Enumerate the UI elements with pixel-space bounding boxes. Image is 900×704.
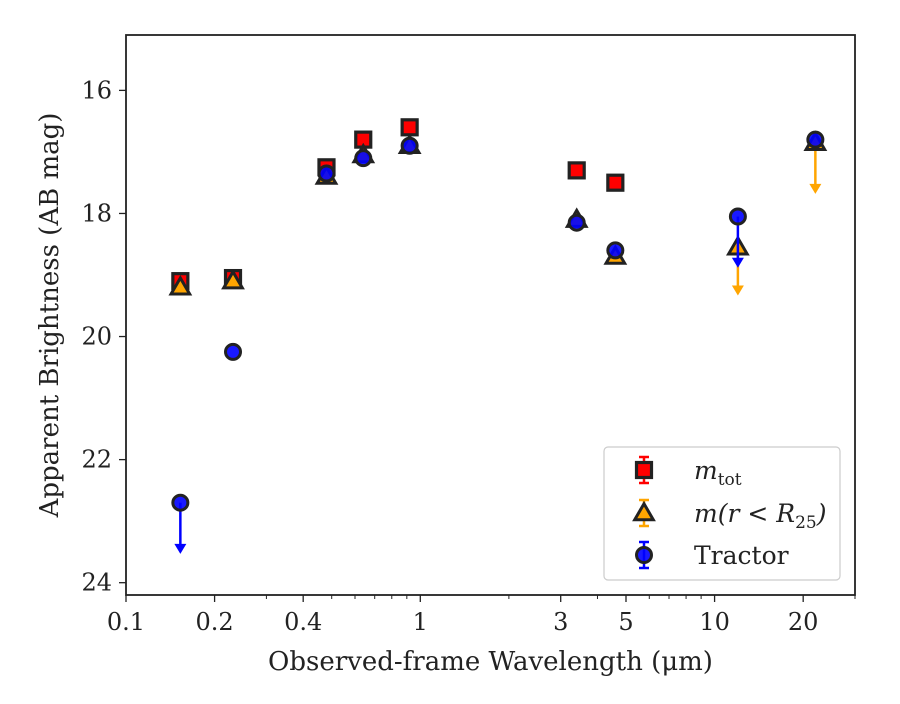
upper-limit-arrow-head: [809, 183, 822, 194]
x-tick-label: 10: [699, 608, 730, 636]
data-point: [567, 213, 586, 232]
data-point: [224, 342, 243, 361]
legend-label: Tractor: [694, 541, 789, 570]
legend-box: [603, 446, 841, 581]
y-tick-label: 18: [81, 199, 112, 227]
data-point: [400, 136, 419, 155]
data-point: [606, 173, 625, 192]
data-point: [606, 241, 625, 260]
y-tick-label: 24: [81, 569, 112, 597]
x-tick-label: 20: [788, 608, 819, 636]
legend-label: m(r < R25): [694, 499, 826, 533]
data-point: [354, 149, 373, 168]
data-point: [806, 130, 825, 149]
y-tick-label: 16: [81, 76, 112, 104]
y-tick-label: 20: [81, 323, 112, 351]
data-point: [400, 118, 419, 137]
x-axis-label: Observed-frame Wavelength (μm): [268, 647, 713, 677]
upper-limit-arrow-head: [174, 543, 187, 554]
legend-marker: [632, 500, 656, 522]
legend-label: mtot: [694, 456, 742, 490]
data-point: [728, 207, 747, 226]
x-tick-label: 3: [553, 608, 568, 636]
legend-marker: [635, 546, 653, 564]
legend: mtot m(r < R25) Tractor: [603, 446, 841, 581]
y-axis-label: Apparent Brightness (AB mag): [35, 113, 65, 519]
y-tick-label: 22: [81, 446, 112, 474]
x-tick-label: 0.4: [284, 608, 322, 636]
x-tick-label: 0.1: [107, 608, 145, 636]
upper-limit-arrow-head: [731, 285, 744, 296]
data-point: [221, 268, 245, 290]
x-tick-label: 5: [618, 608, 633, 636]
series-1: [171, 118, 625, 291]
series-2: [168, 130, 828, 296]
series-3: [171, 130, 825, 554]
data-point: [317, 164, 336, 183]
data-point: [171, 493, 190, 512]
upper-limit-arrow-head: [731, 257, 744, 268]
x-tick-label: 1: [413, 608, 428, 636]
legend-marker: [634, 460, 654, 480]
plot-frame: [125, 34, 856, 596]
data-point: [168, 275, 193, 296]
x-tick-label: 0.2: [196, 608, 234, 636]
data-point: [567, 161, 586, 180]
